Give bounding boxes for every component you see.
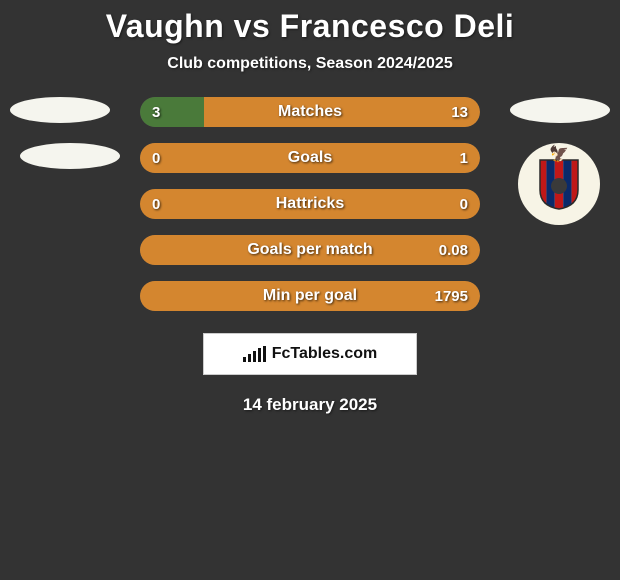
stat-value-right: 0: [460, 196, 468, 213]
stat-label: Min per goal: [140, 287, 480, 305]
stat-value-right: 1795: [435, 288, 468, 305]
stat-rows: 🦅: [0, 97, 620, 311]
snapshot-date: 14 february 2025: [0, 395, 620, 415]
stat-value-right: 0.08: [439, 242, 468, 259]
attribution-badge: FcTables.com: [203, 333, 417, 375]
stat-label: Hattricks: [140, 195, 480, 213]
stat-value-right: 13: [451, 104, 468, 121]
stat-bar: Min per goal1795: [140, 281, 480, 311]
stat-label: Matches: [140, 103, 480, 121]
stat-row: Goals per match0.08: [0, 235, 620, 265]
stat-bar: 3Matches13: [140, 97, 480, 127]
page-subtitle: Club competitions, Season 2024/2025: [0, 55, 620, 73]
stat-row: 3Matches13: [0, 97, 620, 127]
attribution-text: FcTables.com: [272, 345, 378, 363]
stat-row: 0Hattricks0: [0, 189, 620, 219]
page-title: Vaughn vs Francesco Deli: [0, 8, 620, 45]
comparison-infographic: Vaughn vs Francesco Deli Club competitio…: [0, 0, 620, 415]
stat-value-right: 1: [460, 150, 468, 167]
stat-row: 0Goals1: [0, 143, 620, 173]
stat-row: Min per goal1795: [0, 281, 620, 311]
stat-label: Goals per match: [140, 241, 480, 259]
stat-bar: 0Goals1: [140, 143, 480, 173]
stat-bar: Goals per match0.08: [140, 235, 480, 265]
stat-bar: 0Hattricks0: [140, 189, 480, 219]
stat-label: Goals: [140, 149, 480, 167]
bar-chart-icon: [243, 346, 266, 362]
